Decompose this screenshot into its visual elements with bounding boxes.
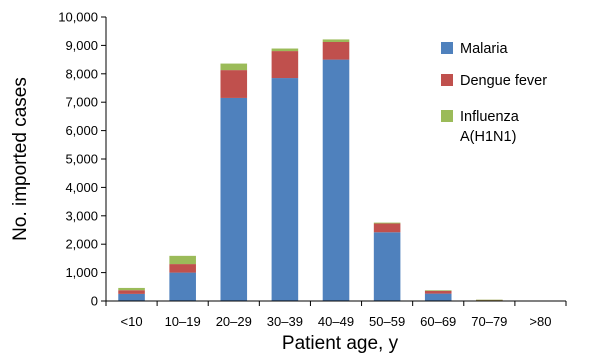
x-tick-label: 40–49 — [318, 314, 354, 329]
legend-label: Malaria — [460, 41, 508, 57]
bar-malaria-0 — [118, 293, 145, 301]
y-tick-label: 1,000 — [65, 265, 98, 280]
legend-label: Dengue fever — [460, 73, 547, 89]
y-tick-label: 2,000 — [65, 237, 98, 252]
x-tick-label: 60–69 — [420, 314, 456, 329]
bar-dengue-fever-1 — [169, 264, 196, 273]
y-tick-label: 3,000 — [65, 208, 98, 223]
bar-influenza-a-h1n1-5 — [373, 222, 401, 224]
x-tick-label: 50–59 — [369, 314, 405, 329]
bar-dengue-fever-3 — [271, 51, 299, 79]
y-tick-label: 5,000 — [65, 152, 98, 167]
bar-influenza-a-h1n1-6 — [424, 290, 452, 291]
y-tick-label: 7,000 — [65, 95, 98, 110]
bar-malaria-2 — [220, 97, 248, 301]
y-axis-ticks: 0 1,000 2,000 3,000 4,000 5,000 6,000 7,000 8,00… — [58, 10, 106, 309]
x-tick-label: 30–39 — [267, 314, 303, 329]
bar-dengue-fever-5 — [373, 223, 401, 233]
bar-influenza-a-h1n1-3 — [271, 48, 299, 52]
bar-influenza-a-h1n1-2 — [220, 63, 248, 71]
legend-swatch — [441, 110, 453, 122]
bar-influenza-a-h1n1-4 — [322, 39, 350, 42]
bar-dengue-fever-4 — [322, 41, 350, 60]
y-tick-label: 10,000 — [58, 10, 98, 25]
x-tick-label: 70–79 — [471, 314, 507, 329]
x-tick-label: >80 — [529, 314, 551, 329]
legend-swatch — [441, 74, 453, 86]
bar-malaria-1 — [169, 272, 196, 301]
legend-label: Influenza — [460, 109, 520, 125]
bar-malaria-4 — [322, 59, 350, 301]
x-tick-label: 10–19 — [165, 314, 201, 329]
legend-label: A(H1N1) — [460, 129, 516, 145]
x-tick-label: 20–29 — [216, 314, 252, 329]
bar-dengue-fever-2 — [220, 70, 248, 98]
bar-dengue-fever-0 — [118, 290, 145, 294]
bar-influenza-a-h1n1-0 — [118, 287, 145, 291]
y-tick-label: 8,000 — [65, 66, 98, 81]
x-axis-ticks: <10 10–19 20–29 30–39 40–49 50–59 60–69 70–79 >8… — [105, 301, 567, 329]
x-axis-title: Patient age, y — [282, 333, 399, 353]
y-axis-title: No. imported cases — [10, 77, 31, 241]
bar-malaria-5 — [373, 232, 401, 301]
legend: Malaria Dengue fever Influenza A(H1N1) — [441, 41, 547, 145]
bar-dengue-fever-6 — [424, 290, 452, 294]
y-tick-label: 9,000 — [65, 38, 98, 53]
bar-influenza-a-h1n1-1 — [169, 255, 196, 265]
plot-area — [118, 39, 554, 302]
legend-swatch — [441, 42, 453, 54]
y-tick-label: 0 — [91, 294, 98, 309]
y-tick-label: 6,000 — [65, 123, 98, 138]
x-tick-label: <10 — [121, 314, 143, 329]
y-tick-label: 4,000 — [65, 180, 98, 195]
bar-malaria-6 — [424, 293, 452, 301]
bar-malaria-3 — [271, 78, 299, 301]
bar-influenza-a-h1n1-7 — [476, 299, 503, 301]
